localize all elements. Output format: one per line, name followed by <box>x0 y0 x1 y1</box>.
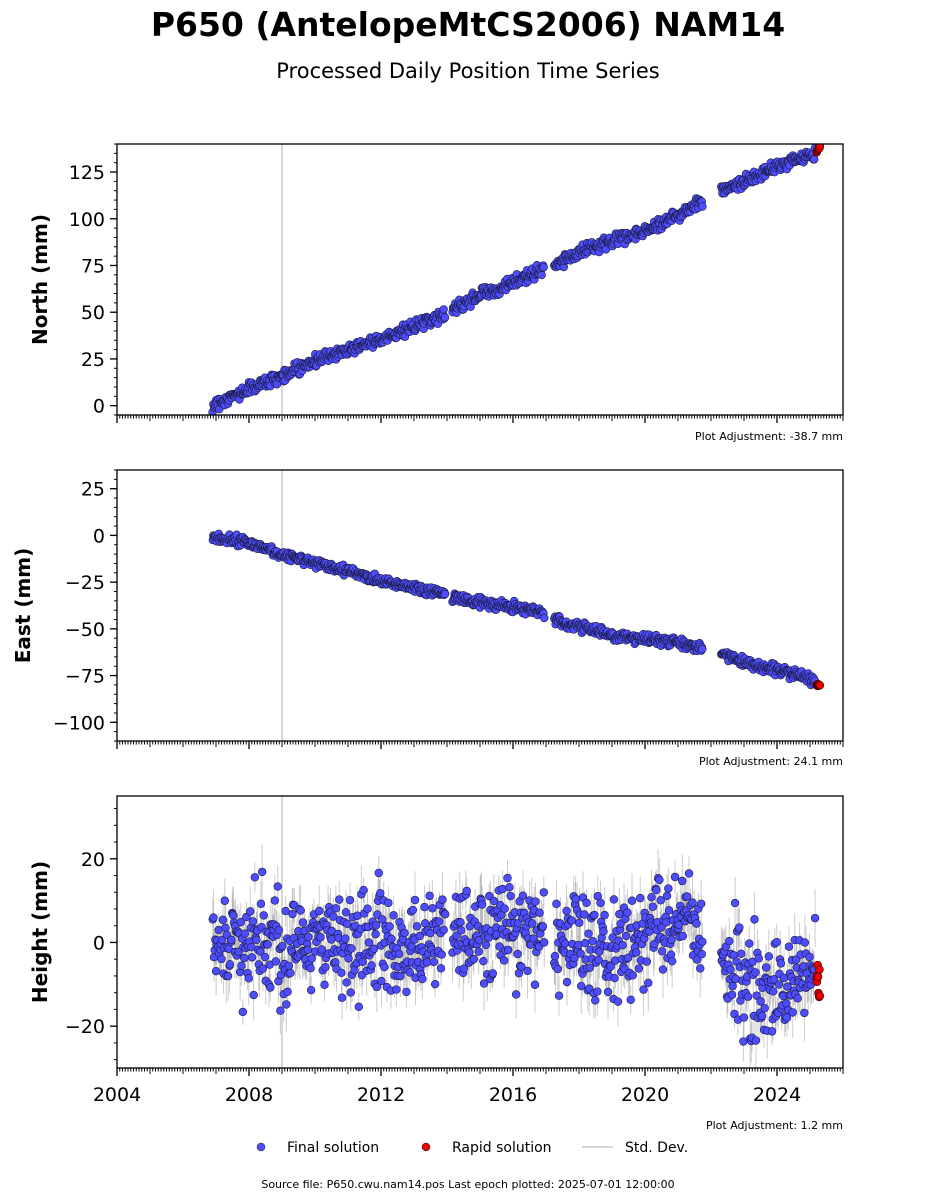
final-solution-point <box>537 270 546 280</box>
plot-adjustment-note: Plot Adjustment: -38.7 mm <box>695 430 843 443</box>
final-solution-point <box>698 202 707 211</box>
final-solution-point <box>440 589 450 599</box>
data-layer <box>208 844 825 1068</box>
final-solution-point <box>540 613 549 623</box>
y-tick-label: 100 <box>69 209 105 231</box>
final-solution-point <box>211 967 221 976</box>
panel-east: −100 −75 −50 −25 0 25 East (mm) Plot Adjustment… <box>11 469 844 768</box>
y-tick-label: −25 <box>65 572 105 594</box>
rapid-solution-points <box>812 679 825 691</box>
final-solution-point <box>209 913 218 922</box>
final-solution-points <box>208 867 820 1046</box>
final-solution-point <box>263 940 272 949</box>
final-solution-point <box>256 947 265 956</box>
final-solution-point <box>240 929 250 938</box>
final-solution-point <box>809 155 819 164</box>
figure-subtitle: Processed Daily Position Time Series <box>276 59 660 83</box>
final-solution-point <box>439 305 448 314</box>
y-tick-label: 0 <box>93 525 105 547</box>
y-tick-label: 50 <box>81 302 105 324</box>
data-layer <box>208 529 825 691</box>
y-tick-label: 0 <box>93 396 105 418</box>
final-solution-point <box>270 896 280 905</box>
final-solution-point <box>247 953 257 962</box>
final-solution-points <box>208 529 820 690</box>
final-solution-point <box>256 899 266 909</box>
final-solution-point <box>246 907 255 916</box>
final-solution-point <box>271 957 280 966</box>
final-solution-point <box>240 953 249 963</box>
final-solution-point <box>244 974 253 983</box>
final-solution-point <box>249 990 258 1000</box>
final-solution-points <box>208 144 820 415</box>
y-tick-label: 125 <box>69 162 105 184</box>
final-solution-point <box>539 263 548 272</box>
final-solution-point <box>229 911 238 920</box>
rapid-solution-point <box>815 681 825 690</box>
final-solution-point <box>217 954 226 964</box>
final-solution-point <box>260 952 270 962</box>
panel-north: 0 25 50 75 100 125 North (mm) Plot Adjustment: … <box>28 143 844 443</box>
final-solution-point <box>227 935 236 945</box>
y-tick-label: −100 <box>53 712 105 734</box>
final-solution-point <box>266 983 275 992</box>
final-solution-point <box>258 964 268 973</box>
final-solution-point <box>440 313 450 322</box>
final-solution-point <box>237 961 246 971</box>
final-solution-point <box>257 867 267 877</box>
final-solution-point <box>221 923 230 933</box>
y-tick-label: 25 <box>81 349 105 371</box>
y-tick-label: 75 <box>81 255 105 277</box>
figure-title: P650 (AntelopeMtCS2006) NAM14 <box>151 5 785 44</box>
final-solution-point <box>698 644 707 654</box>
plot-adjustment-note: Plot Adjustment: 24.1 mm <box>699 755 843 768</box>
y-tick-label: 25 <box>81 479 105 501</box>
final-solution-point <box>250 873 260 882</box>
final-solution-point <box>248 917 258 926</box>
final-solution-point <box>220 896 229 905</box>
y-tick-label: −50 <box>65 619 105 641</box>
y-axis-title: North (mm) <box>28 214 52 345</box>
final-solution-point <box>238 1007 248 1017</box>
final-solution-point <box>223 971 233 981</box>
final-solution-point <box>236 918 246 927</box>
panels: 0 25 50 75 100 125 North (mm) Plot Adjustment: … <box>11 143 844 1132</box>
final-solution-point <box>225 960 235 969</box>
data-layer <box>208 144 825 415</box>
final-solution-point <box>252 935 261 945</box>
rapid-solution-point <box>815 144 825 151</box>
rapid-solution-points <box>812 144 825 157</box>
final-solution-point <box>259 911 268 920</box>
y-axis-title: East (mm) <box>11 548 35 664</box>
y-tick-label: −75 <box>65 666 105 688</box>
final-solution-point <box>217 935 227 945</box>
final-solution-point <box>218 915 228 924</box>
